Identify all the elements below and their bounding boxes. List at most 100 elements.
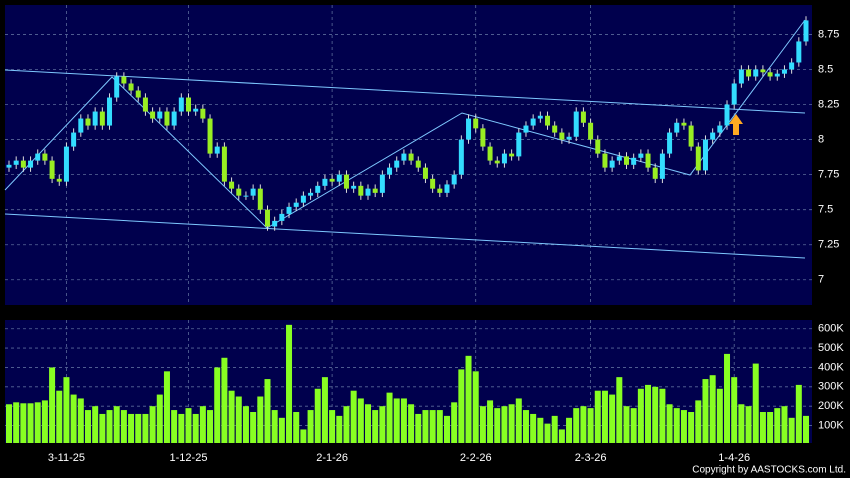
- volume-bar: [731, 377, 738, 443]
- candle-body: [99, 111, 105, 126]
- volume-bar: [106, 410, 113, 443]
- candle-body: [214, 146, 220, 154]
- volume-bar: [120, 410, 127, 443]
- candle-body: [157, 111, 163, 119]
- volume-bar: [192, 413, 199, 443]
- candle-body: [753, 69, 759, 77]
- candle-body: [774, 73, 780, 77]
- candle-body: [13, 160, 19, 165]
- volume-bar: [594, 390, 601, 443]
- volume-bar: [530, 413, 537, 443]
- candle-body: [530, 118, 536, 126]
- candle-body: [638, 153, 644, 158]
- volume-bar: [759, 412, 766, 443]
- volume-bar: [250, 412, 257, 443]
- x-tick-label: 2-2-26: [460, 452, 492, 464]
- y-tick-label: 7.5: [818, 204, 833, 216]
- candle-body: [422, 167, 428, 179]
- candle-body: [186, 97, 192, 112]
- candle-body: [343, 174, 349, 189]
- candle-body: [408, 153, 414, 161]
- volume-bar: [458, 369, 465, 443]
- x-tick-label: 2-3-26: [575, 452, 607, 464]
- volume-bar: [49, 367, 56, 443]
- candle-body: [595, 139, 601, 154]
- volume-bar: [415, 413, 422, 443]
- volume-bar: [436, 410, 443, 443]
- price-panel: [5, 5, 812, 305]
- candle-body: [329, 178, 335, 182]
- candle-body: [767, 72, 773, 77]
- volume-bar: [293, 412, 300, 443]
- volume-bar: [609, 394, 616, 443]
- candle-body: [645, 153, 651, 168]
- candle-body: [28, 160, 34, 168]
- y-tick-label: 7.25: [818, 239, 839, 251]
- volume-bar: [803, 415, 809, 443]
- candle-body: [466, 118, 472, 140]
- volume-bar: [343, 406, 350, 443]
- volume-bar: [199, 406, 206, 443]
- volume-bar: [56, 390, 63, 443]
- volume-bar: [257, 396, 264, 443]
- volume-bar: [228, 390, 235, 443]
- volume-bar: [84, 410, 91, 443]
- candle-body: [336, 174, 342, 182]
- volume-bar: [601, 390, 608, 443]
- candle-body: [451, 174, 457, 185]
- candle-body: [49, 160, 55, 179]
- candle-body: [200, 108, 206, 119]
- volume-bar: [365, 404, 372, 443]
- candle-body: [300, 195, 306, 203]
- volume-bar: [645, 384, 652, 443]
- volume-bar: [587, 408, 594, 443]
- y-tick-label: 8: [818, 133, 824, 145]
- volume-bar: [149, 406, 156, 443]
- candle-body: [537, 115, 543, 119]
- volume-bar: [408, 404, 415, 443]
- volume-bar: [286, 324, 293, 443]
- volume-bar: [6, 404, 12, 443]
- candle-body: [552, 125, 558, 133]
- candle-body: [702, 139, 708, 171]
- volume-bar: [379, 406, 386, 443]
- candle-body: [401, 153, 407, 161]
- volume-bar: [307, 410, 314, 443]
- candle-body: [236, 188, 242, 196]
- candle-body: [760, 69, 766, 73]
- candle-body: [573, 111, 579, 137]
- volume-bar: [494, 408, 501, 443]
- candle-body: [114, 76, 120, 98]
- volume-bar: [465, 355, 472, 443]
- candle-body: [56, 178, 62, 182]
- x-tick-label: 1-4-26: [718, 452, 750, 464]
- volume-bar: [487, 400, 494, 443]
- volume-bar: [77, 398, 84, 443]
- candle-body: [243, 195, 249, 197]
- copyright: Copyright by AASTOCKS.com Ltd.: [692, 465, 846, 476]
- volume-bar: [774, 408, 781, 443]
- volume-bar: [264, 379, 271, 443]
- candle-body: [667, 132, 673, 154]
- candle-body: [35, 153, 41, 161]
- volume-bar: [680, 410, 687, 443]
- channel-lower: [4, 213, 806, 259]
- volume-bar: [451, 402, 458, 443]
- candle-body: [372, 188, 378, 193]
- volume-bar: [329, 410, 336, 443]
- volume-bar: [27, 403, 34, 443]
- volume-bar: [278, 417, 285, 443]
- volume-bar: [242, 406, 249, 443]
- candle-body: [631, 157, 637, 165]
- volume-bar: [558, 429, 565, 443]
- y-tick-label: 400K: [818, 361, 844, 373]
- volume-bar: [171, 410, 178, 443]
- candle-body: [710, 132, 716, 140]
- volume-bar: [659, 388, 666, 443]
- volume-bar: [207, 410, 214, 443]
- volume-bar: [566, 417, 573, 443]
- candle-body: [695, 146, 701, 171]
- candle-body: [20, 160, 26, 168]
- candle-body: [358, 185, 364, 196]
- volume-bar: [350, 390, 357, 443]
